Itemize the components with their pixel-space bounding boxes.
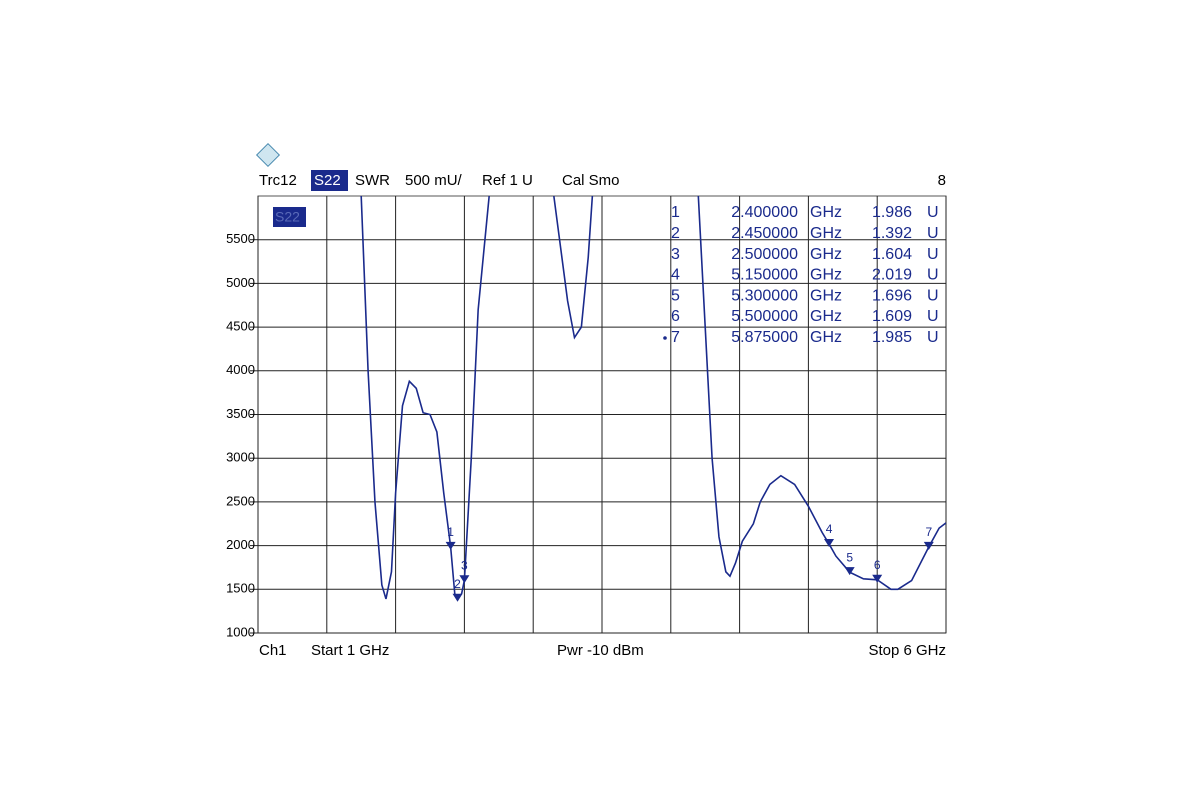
marker-value: 2.019 (872, 267, 912, 284)
y-tick-label: 5500 (226, 231, 255, 246)
marker-frequency: 2.500000 (731, 246, 798, 263)
marker-value: 1.609 (872, 308, 912, 325)
marker-number: 1 (447, 525, 454, 539)
marker (872, 574, 883, 583)
window: 8 (938, 172, 946, 189)
marker-value: 1.696 (872, 287, 912, 304)
value-unit: U (927, 246, 939, 263)
y-tick-label: 1000 (226, 624, 255, 639)
value-unit: U (927, 267, 939, 284)
y-tick-label: 2500 (226, 493, 255, 508)
value-unit: U (927, 204, 939, 221)
y-tick-label: 5000 (226, 275, 255, 290)
frequency-unit: GHz (810, 308, 842, 325)
frequency-unit: GHz (810, 225, 842, 242)
scale: 500 mU/ (405, 172, 463, 189)
format: SWR (355, 172, 390, 189)
y-tick-label: 3500 (226, 406, 255, 421)
marker-value: 1.392 (872, 225, 912, 242)
frequency-unit: GHz (810, 246, 842, 263)
active-marker-dot (663, 336, 667, 340)
trace-name: Trc12 (259, 172, 297, 189)
marker-frequency: 5.500000 (731, 308, 798, 325)
marker (844, 567, 855, 576)
marker (923, 541, 934, 550)
status: Cal Smo (562, 172, 620, 189)
channel: Ch1 (259, 642, 287, 659)
frequency-unit: GHz (810, 204, 842, 221)
frequency-unit: GHz (810, 287, 842, 304)
marker-value: 1.985 (872, 329, 912, 346)
rs-logo (255, 142, 281, 168)
marker-id: 5 (671, 287, 680, 304)
param-box (311, 170, 348, 191)
marker-number: 2 (454, 577, 461, 591)
ref: Ref 1 U (482, 172, 533, 189)
marker-id: 2 (671, 225, 680, 242)
marker-id: 3 (671, 246, 680, 263)
marker-value: 1.604 (872, 246, 912, 263)
marker-frequency: 5.150000 (731, 267, 798, 284)
marker-id: 1 (671, 204, 680, 221)
marker-frequency: 2.450000 (731, 225, 798, 242)
marker-number: 5 (846, 550, 853, 564)
y-tick-label: 4000 (226, 362, 255, 377)
marker-number: 7 (925, 525, 932, 539)
marker (459, 575, 470, 584)
marker-number: 6 (874, 558, 881, 572)
marker-id: 7 (671, 329, 680, 346)
marker-number: 3 (461, 558, 468, 572)
power: Pwr -10 dBm (557, 642, 644, 659)
marker (824, 538, 835, 547)
trace (360, 196, 946, 601)
y-tick-label: 3000 (226, 450, 255, 465)
frequency-unit: GHz (810, 267, 842, 284)
marker (452, 593, 463, 602)
marker-frequency: 2.400000 (731, 204, 798, 221)
param: S22 (314, 172, 341, 189)
marker-id: 6 (671, 308, 680, 325)
value-unit: U (927, 329, 939, 346)
start: Start 1 GHz (311, 642, 389, 659)
marker-id: 4 (671, 267, 680, 284)
marker-number: 4 (826, 522, 833, 536)
y-tick-label: 2000 (226, 537, 255, 552)
marker (445, 541, 456, 550)
trace-label: S22 (275, 209, 300, 225)
stop: Stop 6 GHz (868, 642, 946, 659)
y-tick-label: 1500 (226, 581, 255, 596)
plot: 1000 1500 2000 2500 3000 3500 4000 4500 5000 5500… (226, 196, 947, 639)
marker-frequency: 5.300000 (731, 287, 798, 304)
value-unit: U (927, 287, 939, 304)
marker-value: 1.986 (872, 204, 912, 221)
value-unit: U (927, 225, 939, 242)
y-tick-label: 4500 (226, 319, 255, 334)
trace-label-box (273, 207, 306, 227)
value-unit: U (927, 308, 939, 325)
marker-frequency: 5.875000 (731, 329, 798, 346)
frequency-unit: GHz (810, 329, 842, 346)
